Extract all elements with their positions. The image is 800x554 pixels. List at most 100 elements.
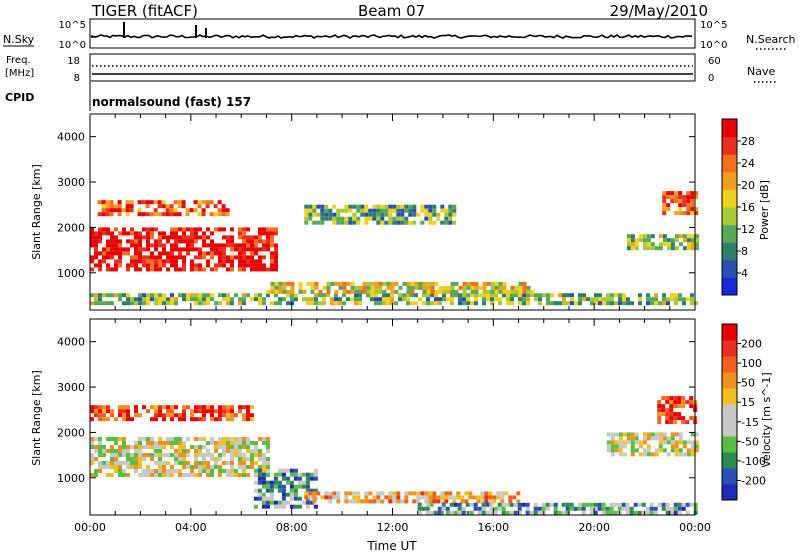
echo-cell [154, 445, 158, 449]
echo-cell [253, 504, 258, 509]
echo-cell [465, 502, 470, 507]
echo-cell [512, 495, 517, 500]
echo-cell [658, 448, 663, 453]
echo-cell [257, 468, 262, 473]
echo-cell [366, 289, 371, 294]
echo-cell [190, 473, 194, 477]
echo-cell [622, 301, 626, 306]
echo-cell [150, 297, 154, 302]
echo-cell [364, 220, 369, 225]
echo-cell [118, 445, 122, 449]
echo-cell [142, 259, 146, 264]
echo-cell [94, 239, 98, 244]
echo-cell [677, 400, 682, 405]
echo-cell [626, 432, 631, 437]
echo-cell [170, 231, 174, 236]
echo-cell [269, 500, 274, 505]
echo-cell [474, 281, 479, 286]
echo-cell [630, 440, 635, 445]
echo-cell [597, 502, 602, 507]
echo-cell [126, 231, 130, 236]
echo-cell [182, 461, 186, 465]
echo-cell [388, 491, 393, 496]
echo-cell [190, 263, 194, 268]
echo-cell [422, 289, 427, 294]
echo-cell [270, 231, 274, 236]
echo-cell [342, 289, 347, 294]
echo-cell [198, 409, 202, 414]
echo-cell [190, 235, 194, 240]
echo-cell [114, 235, 118, 240]
echo-cell [146, 441, 150, 445]
echo-cell [145, 204, 150, 209]
echo-cell [222, 445, 226, 449]
echo-cell [265, 488, 270, 493]
echo-cell [474, 285, 479, 290]
echo-cell [514, 293, 518, 298]
echo-cell [390, 289, 395, 294]
echo-cell [474, 301, 478, 306]
echo-cell [202, 239, 206, 244]
echo-cell [448, 208, 453, 213]
echo-cell [218, 247, 222, 252]
echo-cell [278, 281, 283, 286]
echo-cell [626, 238, 631, 243]
echo-cell [457, 510, 462, 515]
echo-cell [221, 212, 226, 217]
echo-cell [677, 396, 682, 401]
echo-cell [222, 461, 226, 465]
echo-cell [110, 461, 114, 465]
echo-cell [126, 263, 130, 268]
echo-cell [110, 243, 114, 248]
echo-cell [261, 476, 266, 481]
echo-cell [609, 510, 614, 515]
echo-cell [694, 432, 699, 437]
echo-cell [230, 465, 234, 469]
echo-cell [348, 491, 353, 496]
echo-cell [262, 465, 266, 469]
echo-cell [396, 212, 401, 217]
echo-cell [266, 293, 270, 298]
echo-cell [293, 468, 298, 473]
echo-cell [266, 473, 270, 477]
echo-cell [364, 216, 369, 221]
colorbar-swatch [722, 224, 737, 243]
echo-cell [364, 212, 369, 217]
echo-cell [105, 208, 110, 213]
echo-cell [434, 297, 438, 302]
echo-cell [297, 472, 302, 477]
echo-cell [238, 473, 242, 477]
echo-cell [424, 208, 429, 213]
echo-cell [626, 440, 631, 445]
echo-cell [174, 297, 178, 302]
echo-cell [570, 297, 574, 302]
nsky-label: N.Sky [3, 33, 35, 46]
echo-cell [198, 437, 202, 441]
echo-cell [169, 208, 174, 213]
echo-cell [618, 448, 623, 453]
echo-cell [218, 255, 222, 260]
echo-cell [250, 259, 254, 264]
echo-cell [674, 297, 678, 302]
echo-cell [114, 469, 118, 473]
echo-cell [186, 227, 190, 232]
echo-cell [454, 281, 459, 286]
echo-cell [102, 417, 106, 422]
echo-cell [182, 235, 186, 240]
echo-cell [270, 239, 274, 244]
echo-cell [308, 495, 313, 500]
echo-cell [118, 247, 122, 252]
echo-cell [354, 289, 359, 294]
echo-cell [238, 263, 242, 268]
echo-cell [94, 409, 98, 414]
echo-cell [412, 220, 417, 225]
echo-cell [126, 457, 130, 461]
echo-cell [250, 449, 254, 453]
echo-cell [686, 242, 691, 247]
freq-label: Freq. [6, 55, 31, 66]
echo-cell [266, 227, 270, 232]
echo-cell [645, 510, 650, 515]
echo-cell [166, 235, 170, 240]
echo-cell [426, 281, 431, 286]
echo-cell [610, 452, 615, 457]
